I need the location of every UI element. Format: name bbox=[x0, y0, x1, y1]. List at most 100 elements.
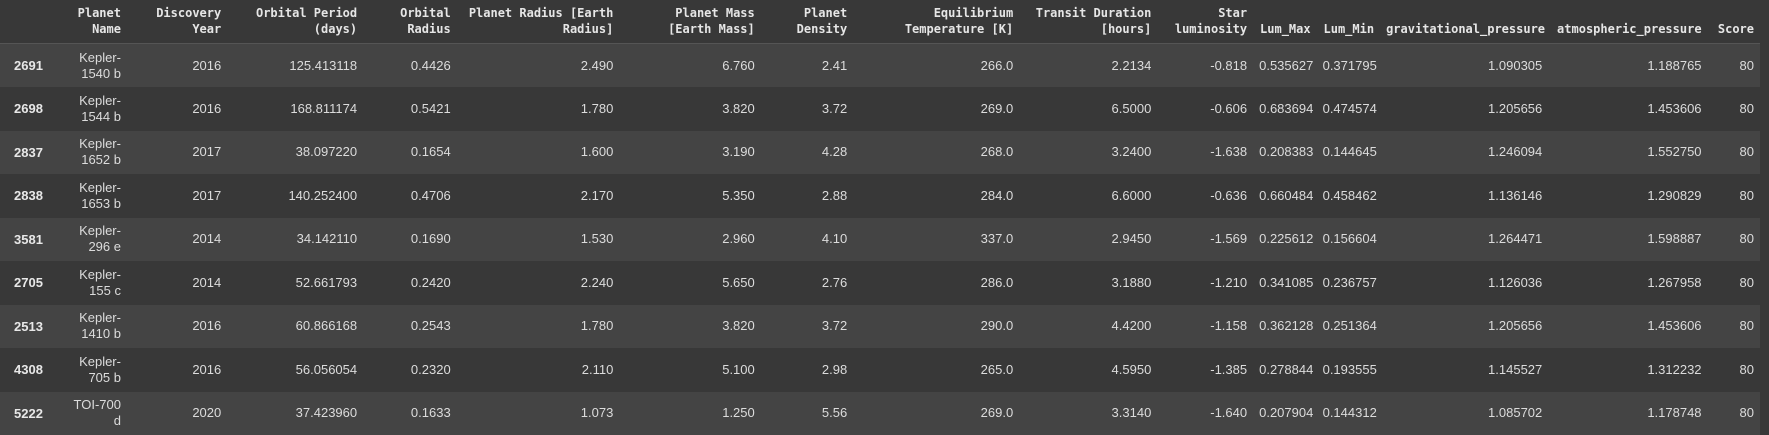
row-index: 2513 bbox=[0, 305, 58, 349]
table-cell: 3.2400 bbox=[1019, 131, 1157, 175]
table-cell: 2.240 bbox=[457, 261, 620, 305]
column-header: Discovery Year bbox=[127, 0, 227, 44]
row-index: 5222 bbox=[0, 392, 58, 435]
table-cell: 4.5950 bbox=[1019, 348, 1157, 392]
table-cell: 0.251364 bbox=[1317, 305, 1380, 349]
column-header: atmospheric_pressure bbox=[1548, 0, 1707, 44]
table-cell: 2.88 bbox=[761, 174, 853, 218]
table-cell: 2017 bbox=[127, 174, 227, 218]
table-cell: 0.236757 bbox=[1317, 261, 1380, 305]
column-header: Star luminosity bbox=[1157, 0, 1253, 44]
table-cell: 1.264471 bbox=[1380, 218, 1548, 262]
column-header: Planet Mass [Earth Mass] bbox=[619, 0, 760, 44]
table-cell: 1.267958 bbox=[1548, 261, 1707, 305]
table-cell: 34.142110 bbox=[227, 218, 363, 262]
table-cell: 0.683694 bbox=[1253, 87, 1316, 131]
table-cell: 2.41 bbox=[761, 44, 853, 88]
table-cell: 0.1654 bbox=[363, 131, 457, 175]
table-cell: 2.2134 bbox=[1019, 44, 1157, 88]
table-cell: 1.530 bbox=[457, 218, 620, 262]
table-cell: 0.362128 bbox=[1253, 305, 1316, 349]
table-cell: 60.866168 bbox=[227, 305, 363, 349]
table-cell: -0.606 bbox=[1157, 87, 1253, 131]
column-header: Transit Duration [hours] bbox=[1019, 0, 1157, 44]
table-cell: 1.090305 bbox=[1380, 44, 1548, 88]
table-cell: 269.0 bbox=[853, 87, 1019, 131]
table-cell: 0.225612 bbox=[1253, 218, 1316, 262]
table-cell: 0.458462 bbox=[1317, 174, 1380, 218]
column-header: Lum_Min bbox=[1317, 0, 1380, 44]
row-index: 2698 bbox=[0, 87, 58, 131]
table-cell: 2.170 bbox=[457, 174, 620, 218]
table-cell: 0.4426 bbox=[363, 44, 457, 88]
table-cell: 0.4706 bbox=[363, 174, 457, 218]
table-cell: 0.144312 bbox=[1317, 392, 1380, 435]
table-cell: 140.252400 bbox=[227, 174, 363, 218]
table-cell: 1.600 bbox=[457, 131, 620, 175]
table-cell: 0.1690 bbox=[363, 218, 457, 262]
table-cell: 2016 bbox=[127, 305, 227, 349]
table-cell: 5.350 bbox=[619, 174, 760, 218]
table-cell: -1.640 bbox=[1157, 392, 1253, 435]
table-cell: 80 bbox=[1708, 261, 1760, 305]
table-cell: -1.158 bbox=[1157, 305, 1253, 349]
table-cell: 6.760 bbox=[619, 44, 760, 88]
table-cell: 1.073 bbox=[457, 392, 620, 435]
table-cell: 0.2320 bbox=[363, 348, 457, 392]
column-header: Planet Name bbox=[58, 0, 127, 44]
column-header: Equilibrium Temperature [K] bbox=[853, 0, 1019, 44]
table-cell: 52.661793 bbox=[227, 261, 363, 305]
table-cell: 0.535627 bbox=[1253, 44, 1316, 88]
table-cell: 1.250 bbox=[619, 392, 760, 435]
table-cell: 0.341085 bbox=[1253, 261, 1316, 305]
table-cell: 0.2420 bbox=[363, 261, 457, 305]
table-cell: 6.6000 bbox=[1019, 174, 1157, 218]
index-column-header bbox=[0, 0, 58, 44]
table-cell: 4.4200 bbox=[1019, 305, 1157, 349]
table-cell: 4.28 bbox=[761, 131, 853, 175]
table-cell: -1.385 bbox=[1157, 348, 1253, 392]
row-index: 2838 bbox=[0, 174, 58, 218]
table-cell: 0.208383 bbox=[1253, 131, 1316, 175]
table-cell: 0.278844 bbox=[1253, 348, 1316, 392]
planet-name-cell: Kepler-705 b bbox=[58, 348, 127, 392]
table-cell: 80 bbox=[1708, 44, 1760, 88]
table-cell: 1.552750 bbox=[1548, 131, 1707, 175]
planet-name-cell: Kepler-296 e bbox=[58, 218, 127, 262]
column-header: Planet Radius [Earth Radius] bbox=[457, 0, 620, 44]
table-cell: 6.5000 bbox=[1019, 87, 1157, 131]
table-cell: 80 bbox=[1708, 218, 1760, 262]
table-cell: 0.660484 bbox=[1253, 174, 1316, 218]
table-cell: 2017 bbox=[127, 131, 227, 175]
table-cell: 80 bbox=[1708, 392, 1760, 435]
row-index: 2705 bbox=[0, 261, 58, 305]
table-cell: 1.453606 bbox=[1548, 87, 1707, 131]
table-cell: -1.569 bbox=[1157, 218, 1253, 262]
table-cell: 2016 bbox=[127, 348, 227, 392]
column-header: gravitational_pressure bbox=[1380, 0, 1548, 44]
table-cell: 1.312232 bbox=[1548, 348, 1707, 392]
table-cell: 1.290829 bbox=[1548, 174, 1707, 218]
table-cell: 3.190 bbox=[619, 131, 760, 175]
table-cell: 1.205656 bbox=[1380, 87, 1548, 131]
table-cell: 1.453606 bbox=[1548, 305, 1707, 349]
column-header: Orbital Period (days) bbox=[227, 0, 363, 44]
table-cell: 2.960 bbox=[619, 218, 760, 262]
table-cell: 80 bbox=[1708, 174, 1760, 218]
table-cell: 290.0 bbox=[853, 305, 1019, 349]
column-header: Orbital Radius bbox=[363, 0, 457, 44]
table-cell: -1.210 bbox=[1157, 261, 1253, 305]
table-cell: 1.085702 bbox=[1380, 392, 1548, 435]
table-cell: 337.0 bbox=[853, 218, 1019, 262]
table-cell: 125.413118 bbox=[227, 44, 363, 88]
